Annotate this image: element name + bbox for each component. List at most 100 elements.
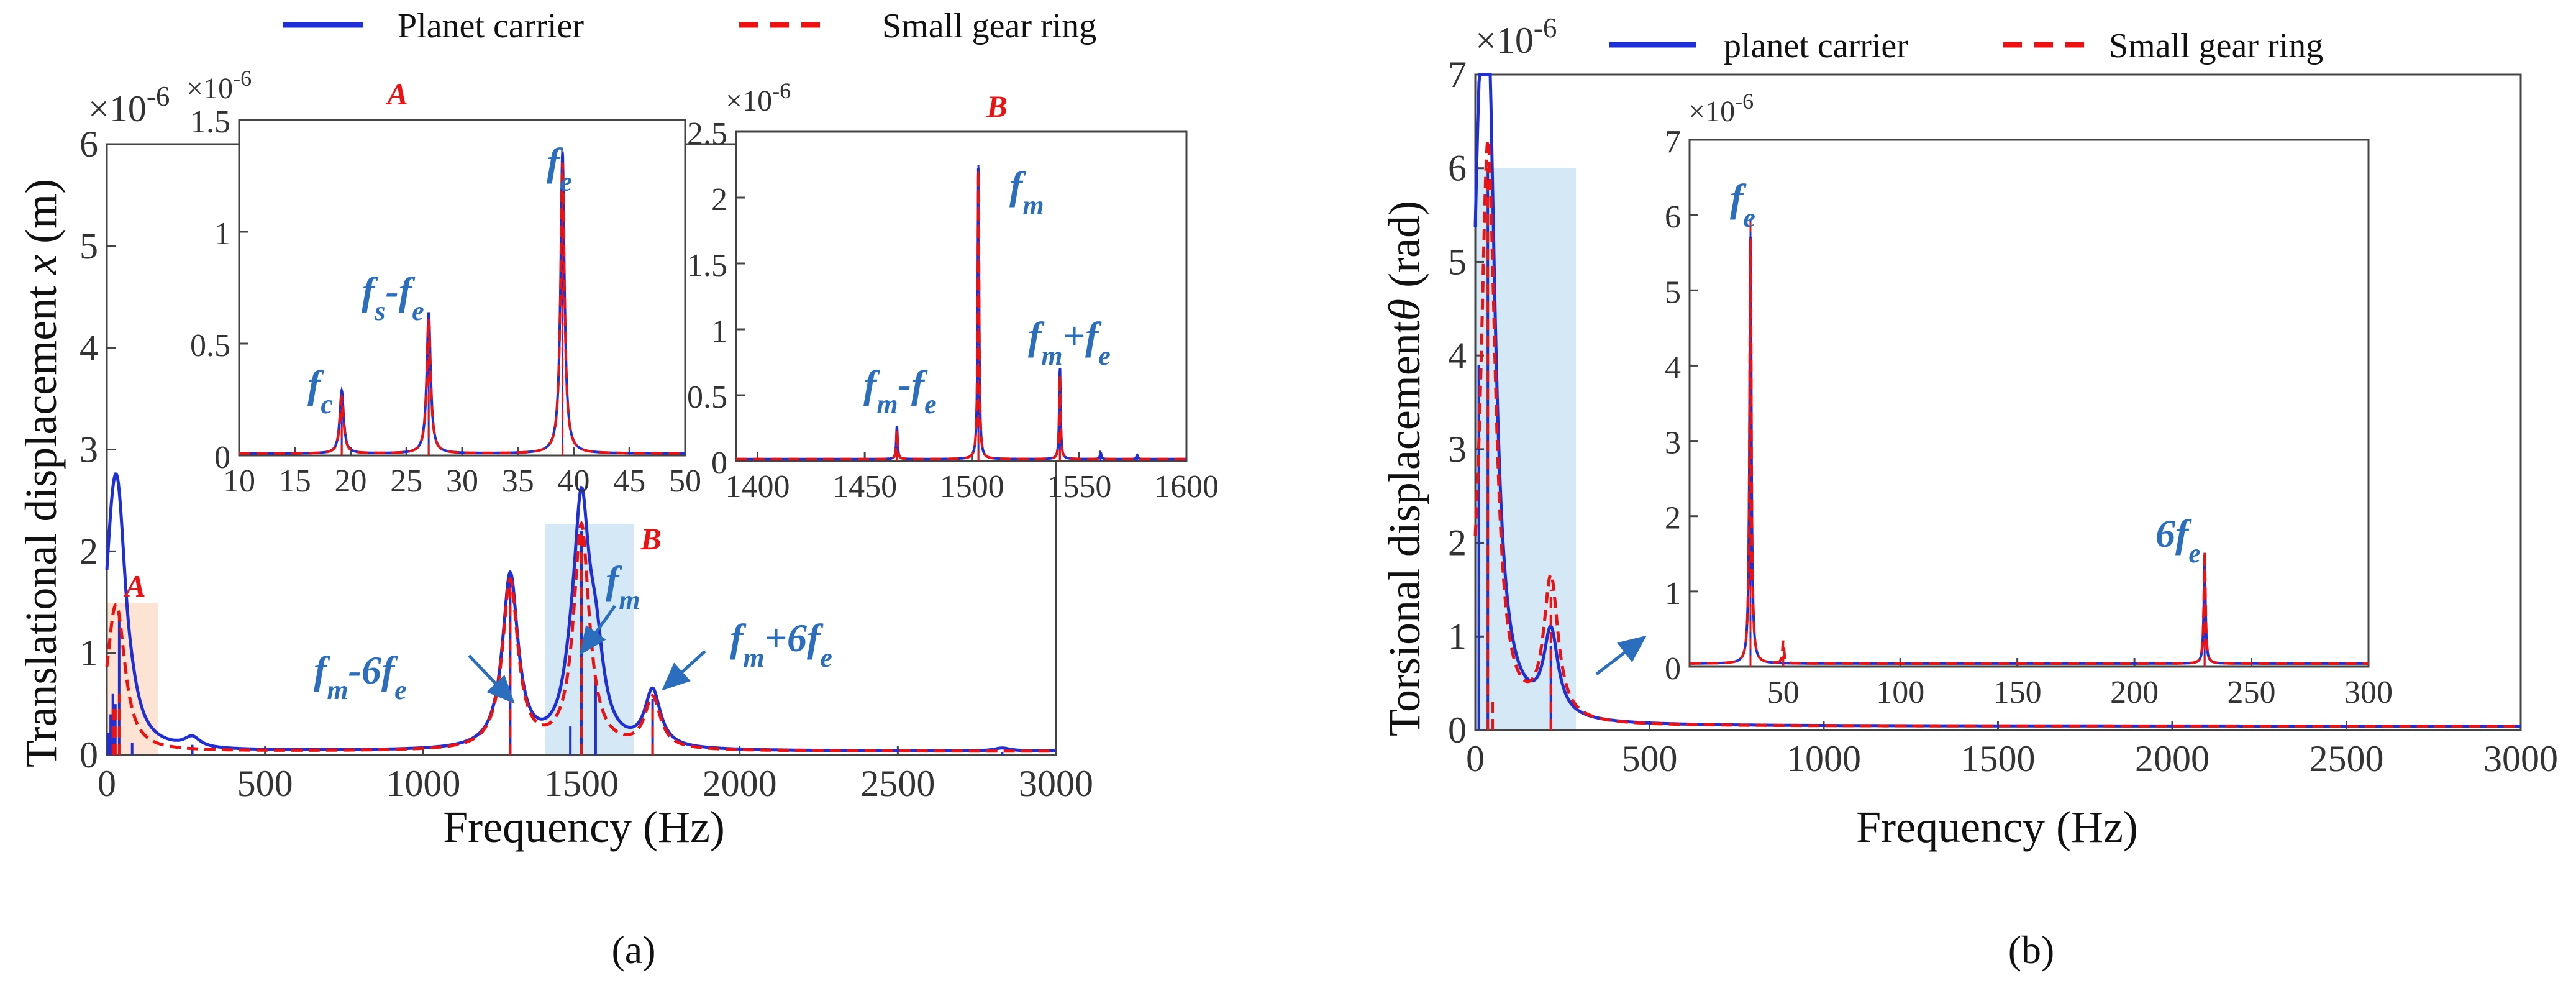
xtick-label: 300 (2344, 675, 2393, 710)
inset-B: 1400 1450 1500 1550 1600 0 0.5 1 1.5 2 2.5 (687, 116, 1219, 505)
xtick-label: 2000 (703, 763, 777, 804)
axes-a-ylabel-main: Translational displacement (16, 275, 66, 767)
sub-fm-main-m: m (619, 585, 640, 615)
ytick-label: 2 (1448, 523, 1467, 564)
inset-A-title: A (385, 76, 407, 111)
ytick-label: 4 (80, 327, 98, 368)
sub-fm-minus-6fe-e: e (394, 675, 407, 705)
ytick-label: 6 (80, 124, 98, 165)
inset-b: 50 100 150 200 250 300 0 1 2 3 4 5 6 7 (1665, 124, 2393, 710)
series-line-small-gear-ring (736, 171, 1186, 460)
sub-fm-minus-6fe-m: m (327, 675, 348, 705)
xtick-label: 1400 (726, 469, 790, 505)
legend-b: planet carrier Small gear ring (1609, 27, 2323, 65)
ytick-label: 1.5 (687, 248, 727, 283)
arrow-b-inset (1595, 635, 1647, 675)
ytick-label: 6 (1665, 199, 1681, 235)
xtick-label: 2000 (2135, 738, 2210, 779)
inset-A-ticks: 10 15 20 25 30 35 40 45 50 0 0.5 1 1.5 (190, 104, 701, 499)
sub-fm-plus-fe-e: e (1098, 341, 1111, 371)
panel-b: planet carrier Small gear ring 0 500 1000 1… (1380, 12, 2558, 972)
axes-a-series (105, 472, 1057, 755)
ytick-label: 2 (1665, 501, 1681, 536)
sub-fe-b-e: e (1743, 203, 1755, 233)
xtick-label: 150 (1993, 675, 2042, 710)
axes-a-ylabel-unit: (m) (16, 179, 66, 255)
series-line-small-gear-ring (239, 162, 685, 455)
arrow-fm-minus-6fe (468, 654, 515, 704)
ytick-label: 5 (80, 226, 98, 267)
sub-fm-plus-6fe-e: e (820, 642, 832, 673)
xtick-label: 20 (335, 464, 367, 499)
ytick-label: 3 (1448, 429, 1467, 470)
inset-B-series (736, 165, 1186, 461)
xtick-label: 50 (669, 464, 701, 499)
inset-B-ticks: 1400 1450 1500 1550 1600 0 0.5 1 1.5 2 2.5 (687, 116, 1219, 505)
ytick-label: 2 (711, 182, 727, 217)
sub-6fe-b-e: e (2188, 538, 2201, 569)
xtick-label: 1500 (1961, 738, 2036, 779)
ytick-label: 0 (1665, 651, 1681, 687)
inset-b-exponent: ×10-6 (1688, 89, 1754, 128)
axes-b-ylabel-unit: (rad) (1380, 201, 1429, 299)
exponent-base: ×10 (88, 88, 147, 129)
xtick-label: 25 (390, 464, 422, 499)
xtick-label: 0 (1466, 738, 1485, 779)
panel-a: Planet carrier Small gear ring 0 500 1000 1… (16, 7, 1219, 972)
ytick-label: 0.5 (190, 328, 230, 363)
xtick-label: 250 (2228, 675, 2276, 710)
sub-fm-plus-fe-m: m (1041, 341, 1062, 371)
legend-b-label-planet: planet carrier (1724, 27, 1908, 65)
label-fm-minus-6fe: fm-6fe (314, 648, 407, 705)
xtick-label: 1000 (386, 763, 460, 804)
xtick-label: 2500 (860, 763, 935, 804)
ytick-label: 2 (80, 531, 98, 572)
inset-A-exponent: ×10-6 (186, 66, 252, 105)
legend-a: Planet carrier Small gear ring (283, 7, 1096, 45)
axes-b-ylabel-main: Torsional displacement (1380, 321, 1429, 736)
xtick-label: 1600 (1154, 469, 1219, 505)
xtick-label: 1000 (1786, 738, 1861, 779)
sub-fm-B-m: m (1022, 190, 1044, 221)
exponent-power: -6 (1534, 12, 1557, 43)
ytick-label: 0 (711, 446, 727, 481)
exponent-power: -6 (772, 78, 791, 103)
xtick-label: 50 (1767, 675, 1800, 710)
xtick-label: 1550 (1047, 469, 1111, 505)
ytick-label: 4 (1665, 350, 1681, 385)
ytick-label: 2.5 (687, 116, 727, 152)
ytick-label: 4 (1448, 335, 1467, 376)
inset-b-frame (1688, 139, 2370, 668)
series-line-small-gear-ring (105, 520, 1056, 753)
xtick-label: 500 (1622, 738, 1678, 779)
ytick-label: 1.5 (190, 104, 230, 140)
region-label-B: B (640, 521, 661, 556)
sub-fm-minus-fe-m: m (876, 389, 898, 419)
panel-label-a: (a) (611, 928, 655, 972)
sub-fe-A-e: e (560, 167, 572, 197)
xtick-label: 3000 (1019, 763, 1093, 804)
ytick-label: 0 (214, 440, 230, 475)
exponent-base: ×10 (186, 72, 233, 105)
axes-a-ylabel: Translational displacement x (m) (16, 179, 66, 767)
axes-a-xlabel: Frequency (Hz) (443, 802, 725, 852)
xtick-label: 30 (446, 464, 478, 499)
exponent-power: -6 (233, 66, 252, 91)
axes-b-ylabel-var: θ (1380, 299, 1429, 321)
sub-fm-plus-6fe-m: m (743, 642, 764, 673)
xtick-label: 3000 (2483, 738, 2558, 779)
ytick-label: 3 (80, 429, 98, 470)
axes-b-series (1473, 73, 2521, 730)
legend-a-label-gear: Small gear ring (882, 7, 1096, 45)
ytick-label: 1 (214, 216, 230, 252)
series-line-planet-carrier (1473, 73, 2521, 728)
xtick-label: 200 (2110, 675, 2159, 710)
ytick-label: 7 (1448, 54, 1467, 95)
xtick-label: 1450 (832, 469, 897, 505)
xtick-label: 1500 (544, 763, 619, 804)
ytick-label: 3 (1665, 426, 1681, 461)
